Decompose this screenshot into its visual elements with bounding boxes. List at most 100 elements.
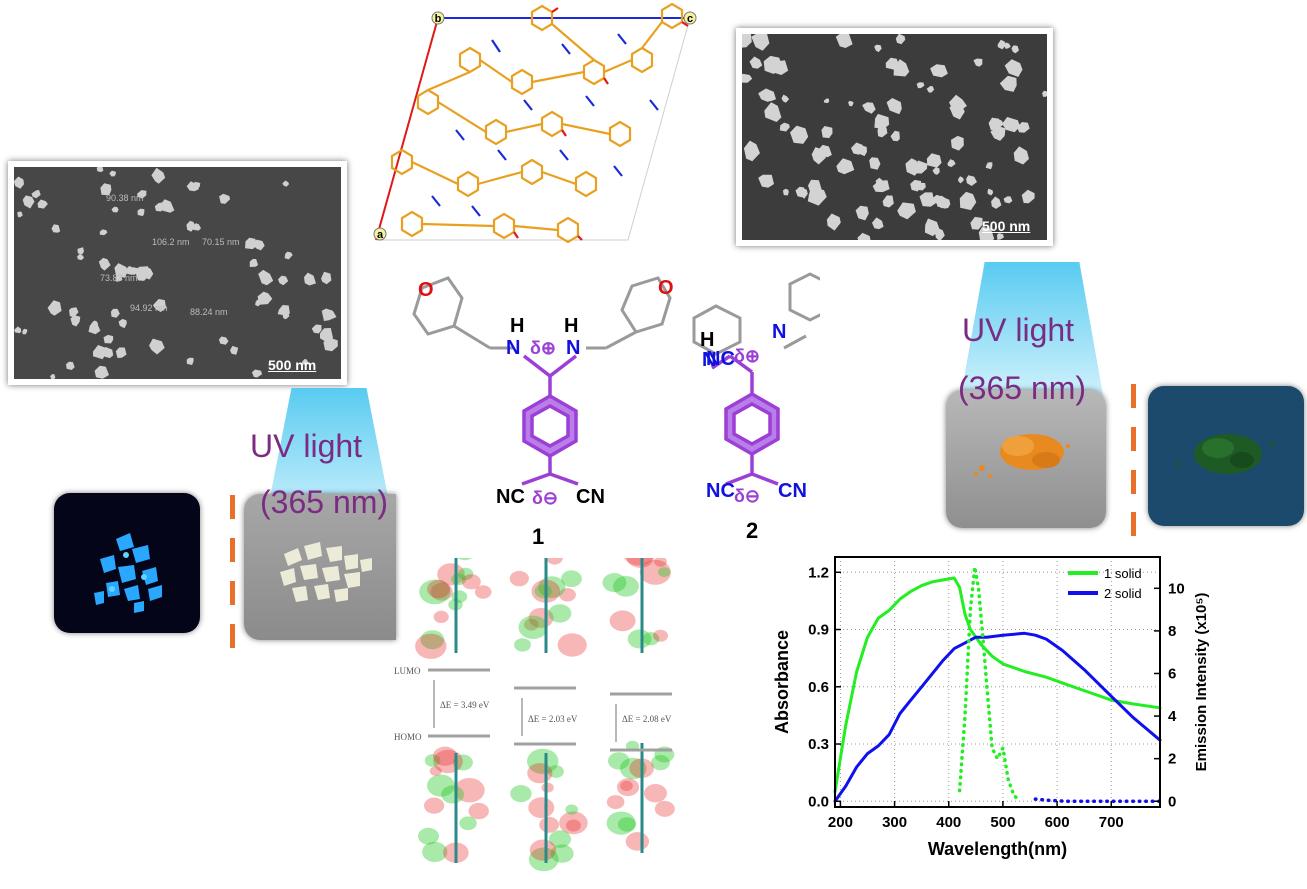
sem-measure-2: 106.2 nm — [152, 237, 190, 247]
chart-y-axis-label: Absorbance — [772, 630, 792, 734]
series-emission-3 — [960, 567, 1020, 801]
orbital-lobe — [566, 820, 581, 832]
crystal-packing: b c a — [372, 0, 702, 262]
orbital-lobe — [539, 817, 559, 833]
orbital-lobe — [427, 580, 450, 598]
orbital-lobe — [527, 763, 552, 783]
orbital-lobe — [510, 571, 529, 586]
orbital-lobe — [535, 584, 552, 598]
uv-label-left-line2: (365 nm) — [260, 484, 388, 521]
sem-scalebar-left: 500 nm — [268, 357, 316, 373]
atom-n: N — [506, 337, 520, 359]
orbital-lobe — [546, 558, 562, 565]
orbital-lobe — [607, 795, 625, 809]
compound-2-label: 2 — [746, 518, 758, 544]
y-tick-label: 1.2 — [808, 564, 829, 581]
delta-minus: δ⊖ — [734, 486, 760, 506]
orbital-lobe — [510, 785, 531, 802]
orbital-lobe — [514, 638, 531, 651]
orbital-lobe — [528, 797, 554, 818]
sem-measure-4: 73.83 nm — [100, 273, 138, 283]
orbital-lobe — [558, 633, 587, 656]
orbital-lobe — [459, 816, 476, 830]
y2-tick-label: 2 — [1168, 751, 1176, 768]
orbital-lobe — [441, 785, 464, 803]
orbital-lobe — [644, 784, 667, 802]
y-tick-label: 0.6 — [808, 679, 829, 696]
orbital-lobe — [434, 611, 449, 623]
homo-label: HOMO — [394, 732, 422, 742]
orbital-lobe — [610, 610, 636, 631]
orbital-lobe — [519, 616, 548, 639]
y2-tick-label: 6 — [1168, 665, 1176, 682]
y-tick-label: 0.0 — [808, 793, 829, 810]
orbital-lobe — [603, 573, 627, 592]
divider-dash — [1131, 512, 1136, 536]
lumo-label: LUMO — [394, 666, 421, 676]
orbital-lobe — [653, 630, 668, 642]
y2-tick-label: 0 — [1168, 793, 1176, 810]
delta-plus: δ⊕ — [530, 338, 556, 358]
orbital-lobe — [565, 805, 578, 815]
gap-2-label: ΔE = 2.03 eV — [528, 714, 578, 724]
y2-tick-label: 8 — [1168, 623, 1176, 640]
divider-dash — [230, 581, 235, 605]
divider-dash — [1131, 384, 1136, 408]
divider-dash — [230, 538, 235, 562]
sample-photo-orange-powder — [946, 390, 1106, 528]
orbital-lobe — [433, 747, 457, 766]
orbital-lobe — [561, 570, 582, 587]
atom-o: O — [658, 277, 674, 299]
orbital-lobe — [541, 783, 553, 793]
orbital-lobe — [626, 832, 649, 851]
nc-group: NC — [706, 348, 735, 371]
axis-a-label: a — [377, 229, 384, 241]
frontier-orbital-diagram: LUMO HOMO ΔE = 3.49 eV ΔE = 2.03 eV ΔE =… — [392, 558, 722, 884]
sem-measure-3: 70.15 nm — [202, 237, 240, 247]
divider-dash — [230, 495, 235, 519]
chart-y2-axis-label: Emission Intensity (x10⁵) — [1193, 593, 1210, 772]
divider-dash — [1131, 427, 1136, 451]
x-tick-label: 200 — [828, 814, 853, 831]
x-tick-label: 600 — [1045, 814, 1070, 831]
uv-label-left-line1: UV light — [250, 428, 362, 465]
sem-image-left: 90.38 nm 106.2 nm 70.15 nm 73.83 nm 94.9… — [8, 161, 347, 385]
atom-h: H — [510, 315, 524, 337]
y2-tick-label: 10 — [1168, 580, 1185, 597]
atom-h: H — [564, 315, 578, 337]
x-tick-label: 400 — [936, 814, 961, 831]
orbital-lobe — [548, 604, 571, 622]
nc-group: NC — [496, 486, 525, 509]
sem-measure-6: 88.24 nm — [190, 307, 228, 317]
cn-group: CN — [576, 486, 605, 509]
sem-measure-5: 94.92 nm — [130, 303, 168, 313]
uv-label-right-line2: (365 nm) — [958, 370, 1086, 407]
series-emission-4 — [1035, 799, 1160, 801]
sem-measure-1: 90.38 nm — [106, 193, 144, 203]
chart-x-axis-label: Wavelength(nm) — [928, 839, 1067, 859]
nc-group: NC — [706, 480, 735, 503]
sample-photo-green-emission — [1148, 386, 1304, 526]
orbital-lobe — [452, 590, 468, 602]
orbital-lobe — [620, 781, 633, 791]
cn-group: CN — [778, 480, 807, 503]
sem-image-right: 500 nm — [736, 28, 1053, 246]
gap-3-label: ΔE = 2.08 eV — [622, 714, 672, 724]
orbital-lobe — [469, 803, 489, 819]
delta-minus: δ⊖ — [532, 488, 558, 508]
y2-tick-label: 4 — [1168, 708, 1177, 725]
gap-1-label: ΔE = 3.49 eV — [440, 700, 490, 710]
y-tick-label: 0.9 — [808, 622, 829, 639]
compound-1-label: 1 — [532, 524, 544, 550]
orbital-lobe — [655, 801, 675, 817]
orbital-lobe — [462, 574, 481, 589]
axis-b-label: b — [435, 13, 442, 25]
x-tick-label: 700 — [1099, 814, 1124, 831]
orbital-lobe — [530, 840, 556, 861]
divider-dash — [1131, 470, 1136, 494]
sample-photo-blue-emission — [54, 493, 200, 633]
orbital-lobe — [415, 634, 446, 659]
orbital-lobe — [424, 798, 444, 814]
